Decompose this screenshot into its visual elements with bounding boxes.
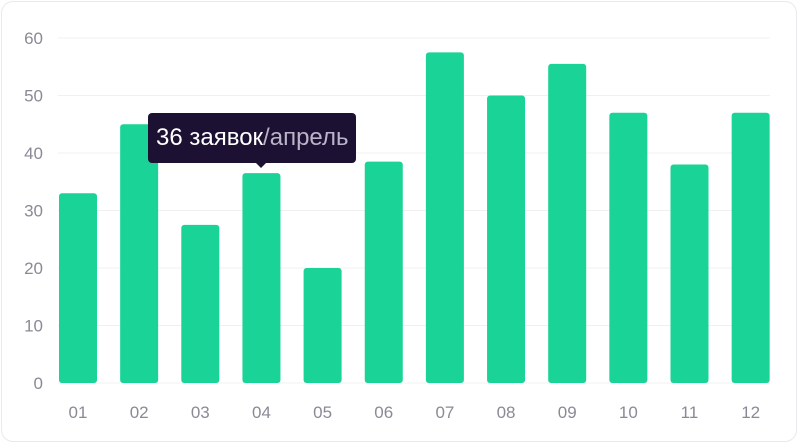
tooltip-period: апрель [269, 124, 349, 151]
x-tick-label: 08 [497, 403, 516, 422]
y-tick-label: 60 [24, 29, 43, 48]
bar-09[interactable] [548, 63, 587, 383]
bar-12[interactable] [731, 112, 770, 383]
x-tick-label: 12 [741, 403, 760, 422]
x-tick-label: 10 [619, 403, 638, 422]
y-tick-label: 50 [24, 87, 43, 106]
x-tick-label: 11 [681, 403, 699, 422]
bar-10[interactable] [609, 112, 648, 383]
bar-04[interactable] [242, 173, 281, 383]
y-tick-label: 0 [34, 374, 43, 393]
y-tick-label: 30 [24, 202, 43, 221]
y-tick-label: 10 [24, 317, 43, 336]
bar-01[interactable] [59, 193, 97, 383]
chart-tooltip: 36 заявок/апрель [148, 113, 357, 163]
tooltip-arrow [255, 162, 267, 168]
bar-07[interactable] [425, 52, 464, 383]
bar-03[interactable] [181, 224, 220, 383]
x-tick-label: 01 [69, 403, 88, 422]
y-tick-label: 20 [24, 259, 43, 278]
x-tick-label: 03 [191, 403, 210, 422]
x-tick-label: 02 [130, 403, 149, 422]
x-tick-label: 06 [374, 403, 393, 422]
y-tick-label: 40 [24, 144, 43, 163]
bar-02[interactable] [120, 124, 159, 383]
x-tick-label: 04 [252, 403, 271, 422]
x-tick-label: 09 [558, 403, 577, 422]
x-tick-label: 05 [313, 403, 332, 422]
bar-06[interactable] [364, 161, 403, 383]
tooltip-separator: / [263, 124, 270, 151]
x-tick-label: 07 [435, 403, 454, 422]
bar-05[interactable] [303, 268, 342, 383]
bar-08[interactable] [487, 95, 526, 384]
bar-11[interactable] [670, 164, 709, 384]
tooltip-value: 36 заявок [156, 124, 264, 151]
